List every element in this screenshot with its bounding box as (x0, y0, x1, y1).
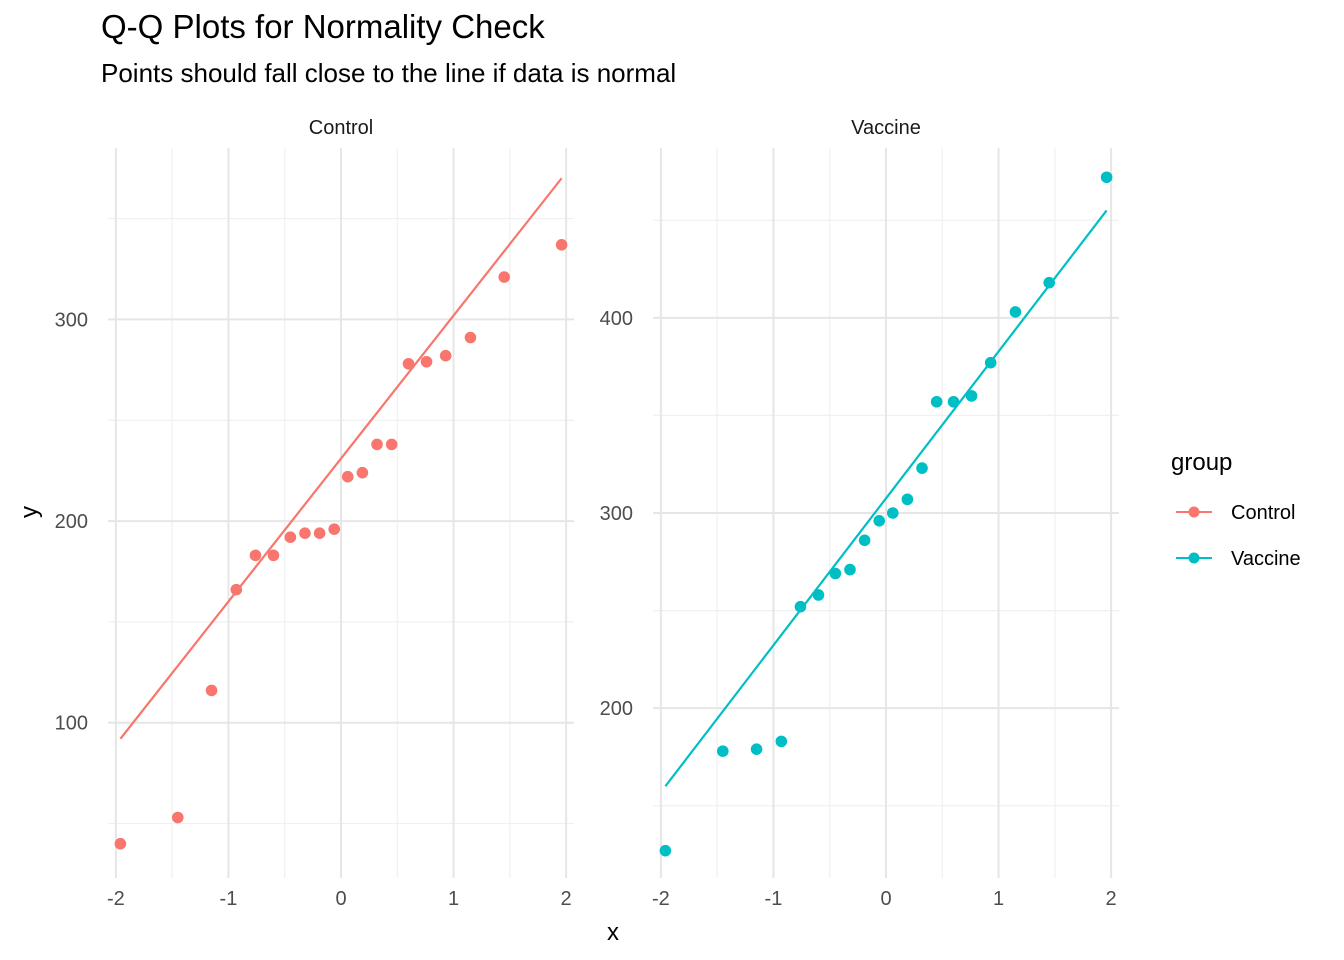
strip-label-vaccine: Vaccine (851, 117, 921, 139)
control-x-tick-label: 2 (561, 888, 572, 910)
vaccine-x-tick-label: 0 (880, 888, 891, 910)
vaccine-point (858, 534, 871, 547)
vaccine-x-tick-label: -2 (652, 888, 670, 910)
vaccine-point (873, 515, 886, 527)
vaccine-point (659, 844, 672, 857)
control-x-tick-label: -2 (107, 888, 125, 910)
control-point (402, 357, 415, 370)
vaccine-point (750, 743, 763, 755)
vaccine-point (716, 745, 729, 757)
vaccine-point (1100, 171, 1113, 184)
control-point (356, 466, 369, 479)
vaccine-point (984, 356, 997, 369)
control-x-tick-label: -1 (220, 888, 238, 910)
control-y-tick-label: 100 (55, 713, 88, 735)
control-point (371, 438, 383, 451)
control-point (555, 238, 568, 251)
control-point (284, 531, 297, 543)
vaccine-point (844, 563, 856, 576)
vaccine-point (930, 395, 943, 408)
legend-label-control: Control (1231, 502, 1295, 524)
control-point (464, 331, 477, 344)
chart-subtitle: Points should fall close to the line if … (101, 58, 677, 88)
control-point (385, 438, 398, 451)
control-point (328, 523, 341, 535)
control-point (249, 549, 262, 562)
panel-control: Control -2 -1 0 1 2 100 200 300 (55, 117, 574, 910)
vaccine-point (901, 493, 914, 506)
legend-item-vaccine: Vaccine (1176, 548, 1301, 570)
control-qq-line (119, 177, 563, 740)
control-y-tick-label: 300 (55, 309, 88, 331)
control-point (299, 527, 311, 539)
x-axis-label: x (607, 919, 619, 946)
legend-key-dot-vaccine (1188, 552, 1200, 564)
vaccine-x-tick-label: 2 (1106, 888, 1117, 910)
control-point (205, 684, 218, 697)
control-point (341, 470, 354, 483)
vaccine-y-tick-label: 200 (600, 698, 633, 720)
vaccine-y-tick-label: 300 (600, 503, 633, 525)
vaccine-y-tick-label: 400 (600, 308, 633, 330)
vaccine-point (947, 395, 960, 408)
legend-key-dot-control (1188, 506, 1200, 518)
vaccine-qq-line (664, 209, 1108, 787)
control-point (498, 271, 511, 283)
vaccine-x-tick-label: 1 (993, 888, 1004, 910)
legend-title: group (1171, 449, 1232, 476)
chart-title: Q-Q Plots for Normality Check (101, 8, 545, 45)
control-point (420, 355, 433, 368)
y-axis-label: y (16, 506, 43, 518)
control-point (439, 349, 452, 362)
control-x-tick-label: 1 (448, 888, 459, 910)
legend-label-vaccine: Vaccine (1231, 548, 1301, 570)
panel-vaccine: Vaccine -2 -1 0 1 2 200 300 400 (600, 117, 1119, 910)
legend: group Control Vaccine (1171, 449, 1301, 570)
vaccine-point (965, 390, 978, 402)
control-point (114, 837, 127, 850)
strip-label-control: Control (309, 117, 373, 139)
vaccine-point (794, 600, 807, 613)
vaccine-point (829, 567, 842, 580)
legend-item-control: Control (1176, 502, 1295, 524)
control-point (230, 583, 243, 596)
control-point (313, 527, 326, 539)
vaccine-point (1009, 306, 1022, 318)
control-y-tick-label: 200 (55, 511, 88, 533)
control-x-tick-label: 0 (335, 888, 346, 910)
control-point (267, 549, 280, 562)
control-point (171, 811, 184, 824)
vaccine-point (916, 462, 928, 474)
vaccine-x-tick-label: -1 (765, 888, 783, 910)
vaccine-point (812, 589, 825, 601)
vaccine-point (886, 507, 899, 519)
vaccine-point (775, 735, 788, 748)
vaccine-point (1043, 276, 1056, 289)
